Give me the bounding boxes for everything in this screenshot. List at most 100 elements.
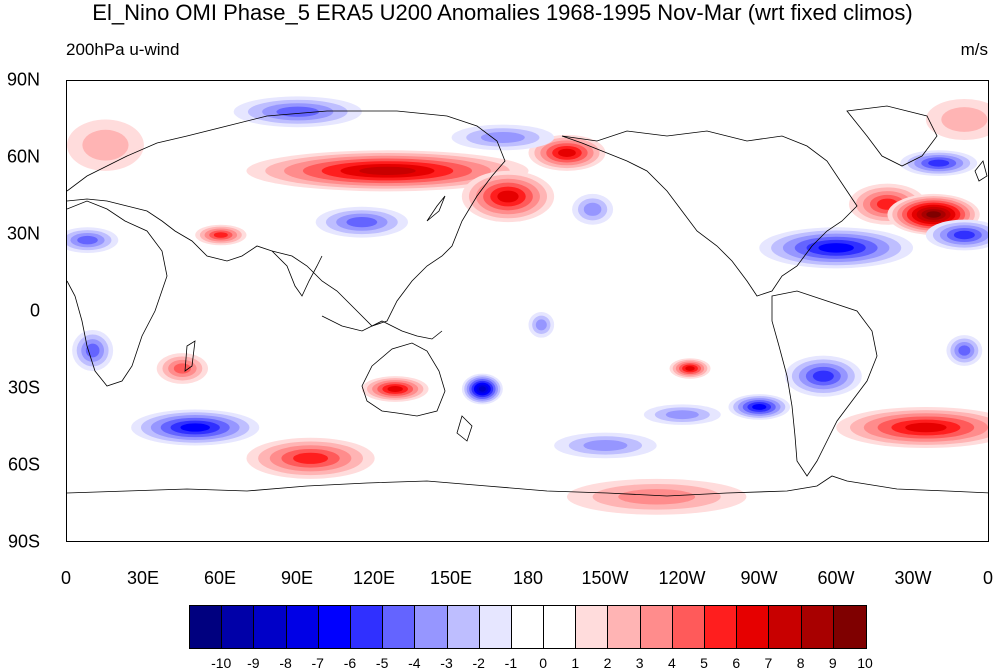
colorbar-cell — [769, 606, 802, 648]
variable-label: 200hPa u-wind — [66, 40, 180, 59]
x-label-120e: 120E — [352, 568, 396, 588]
colorbar-tick-label: 3 — [635, 655, 644, 671]
x-label-150e: 150E — [429, 568, 473, 588]
colorbar-cell — [415, 606, 448, 648]
colorbar-tick-label: 5 — [700, 655, 708, 671]
colorbar-tick-label: 0 — [539, 655, 547, 671]
coastline-maritime — [321, 315, 443, 340]
colorbar-tick-label: 9 — [828, 655, 837, 671]
colorbar-tick-label: 1 — [571, 655, 580, 671]
negative-anomaly-contour — [752, 404, 767, 410]
colorbar-tick-label: -5 — [375, 655, 389, 671]
negative-anomaly-contour — [85, 343, 100, 358]
colorbar-cell — [737, 606, 770, 648]
positive-anomaly-contour — [905, 422, 947, 433]
coastline-greenland — [846, 105, 938, 167]
colorbar-cell — [479, 606, 512, 648]
colorbar-cell — [672, 606, 705, 648]
positive-anomaly-contour — [685, 366, 695, 371]
colorbar — [189, 605, 867, 649]
negative-anomaly-contour — [928, 159, 950, 167]
x-label-90w: 90W — [740, 568, 778, 588]
colorbar-tick-label: 2 — [603, 655, 612, 671]
colorbar-cell — [576, 606, 609, 648]
colorbar-cell — [286, 606, 319, 648]
colorbar-cell — [447, 606, 480, 648]
negative-anomaly-contour — [583, 202, 602, 216]
x-label-90e: 90E — [280, 568, 314, 588]
coastline-south-america — [771, 290, 878, 477]
colorbar-tick-label: -1 — [504, 655, 518, 671]
positive-anomaly-contour — [359, 166, 416, 175]
coastline-madagascar — [184, 340, 196, 372]
coastline-australia — [361, 342, 446, 417]
positive-anomaly-contour — [387, 386, 403, 392]
colorbar-cell — [350, 606, 384, 648]
colorbar-cell — [640, 606, 673, 648]
positive-anomaly-contour — [941, 107, 988, 132]
x-label-30w: 30W — [894, 568, 932, 588]
x-label-0: 0 — [60, 568, 72, 588]
colorbar-tick-label: -6 — [343, 655, 357, 671]
coastline-africa — [67, 200, 168, 387]
negative-anomaly-contour — [180, 423, 210, 432]
negative-anomaly-contour — [480, 131, 525, 143]
x-label-150w: 150W — [581, 568, 629, 588]
colorbar-tick-label: 8 — [796, 655, 805, 671]
units-label: m/s — [960, 40, 988, 59]
coastline-japan — [426, 195, 446, 222]
colorbar-cell — [222, 606, 255, 648]
colorbar-tick-label: -7 — [311, 655, 324, 671]
negative-anomaly-contour — [812, 370, 834, 382]
coastline-eurasia — [67, 110, 506, 327]
x-label-60e: 60E — [203, 568, 237, 588]
x-label-120w: 120W — [658, 568, 706, 588]
x-label-60w: 60W — [817, 568, 855, 588]
colorbar-cell — [511, 606, 545, 648]
negative-anomaly-contour — [535, 319, 547, 331]
colorbar-tick-label: 4 — [667, 655, 676, 671]
colorbar-tick-label: -3 — [440, 655, 453, 671]
y-label-30s: 30S — [7, 377, 40, 398]
colorbar-tick-label: -9 — [247, 655, 260, 671]
y-label-eq: 0 — [29, 300, 40, 321]
negative-anomaly-contour — [346, 217, 378, 228]
negative-anomaly-contour — [958, 345, 971, 356]
colorbar-cell — [254, 606, 287, 648]
negative-anomaly-contour — [818, 243, 854, 253]
negative-anomaly-contour — [583, 439, 628, 451]
colorbar-cell — [190, 606, 223, 648]
anomaly-contours — [67, 96, 988, 515]
coastline-india — [271, 250, 323, 297]
negative-anomaly-contour — [953, 230, 975, 240]
positive-anomaly-contour — [497, 190, 519, 203]
colorbar-tick-label: -10 — [211, 655, 232, 671]
coastline-uk — [974, 160, 988, 182]
map-panel — [66, 80, 989, 542]
colorbar-tick-label: -8 — [279, 655, 292, 671]
colorbar-cell — [608, 606, 641, 648]
positive-anomaly-contour — [558, 148, 576, 158]
colorbar-cell — [383, 606, 416, 648]
colorbar-tick-label: -2 — [472, 655, 485, 671]
anomaly-map — [67, 96, 988, 515]
y-label-30n: 30N — [6, 223, 40, 244]
positive-anomaly-contour — [293, 452, 329, 464]
x-label-180: 180 — [512, 568, 544, 588]
x-label-30e: 30E — [126, 568, 160, 588]
colorbar-cell — [318, 606, 351, 648]
colorbar-cell — [544, 606, 577, 648]
map-title: El_Nino OMI Phase_5 ERA5 U200 Anomalies … — [92, 0, 913, 25]
y-label-90n: 90N — [6, 69, 40, 90]
colorbar-tick-label: 6 — [732, 655, 741, 671]
coastlines — [67, 105, 988, 497]
positive-anomaly-contour — [173, 363, 191, 374]
colorbar-cell — [705, 606, 738, 648]
colorbar-cell — [801, 606, 834, 648]
colorbar-tick-label: 7 — [764, 655, 773, 671]
negative-anomaly-contour — [478, 386, 486, 392]
positive-anomaly-contour — [926, 211, 941, 218]
negative-anomaly-contour — [77, 235, 98, 245]
colorbar-tick-label: -4 — [408, 655, 421, 671]
x-label-0-end: 0 — [982, 568, 994, 588]
